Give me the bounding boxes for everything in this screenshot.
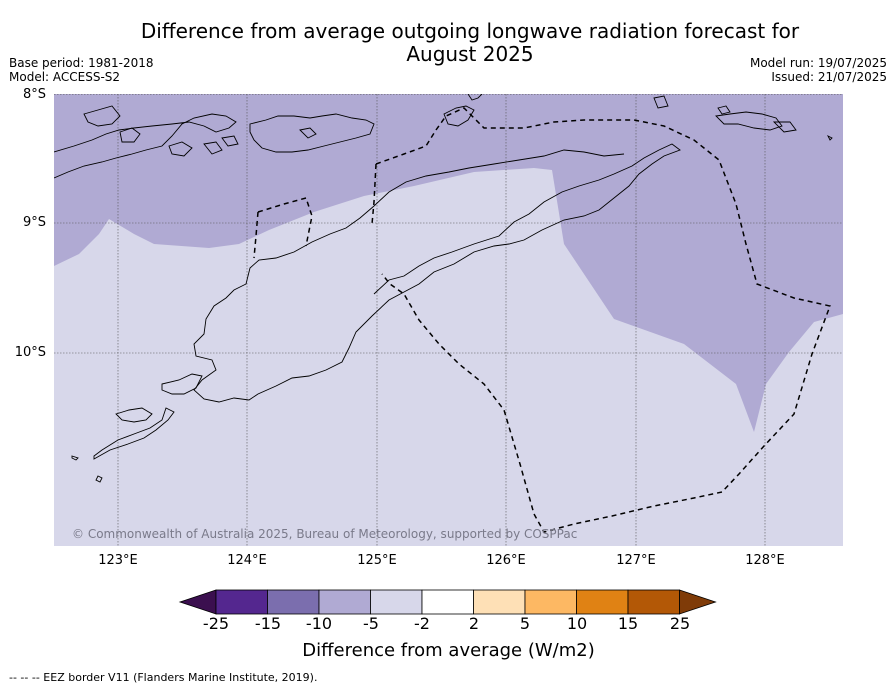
colorbar-segment xyxy=(627,589,680,615)
cb-tick-1: -15 xyxy=(254,614,282,633)
model-name: Model: ACCESS-S2 xyxy=(9,70,121,84)
cb-tick-0: -25 xyxy=(202,614,230,633)
lon-label-126e: 126°E xyxy=(486,553,526,568)
issued-date: Issued: 21/07/2025 xyxy=(771,70,887,84)
colorbar-extend-low xyxy=(178,589,217,615)
colorbar-segment xyxy=(318,589,371,615)
colorbar-segment xyxy=(421,589,474,615)
cb-tick-9: 25 xyxy=(669,614,691,633)
colorbar-segment xyxy=(576,589,629,615)
cb-tick-5: 2 xyxy=(468,614,480,633)
colorbar-label: Difference from average (W/m2) xyxy=(302,640,595,661)
lon-label-125e: 125°E xyxy=(357,553,397,568)
colorbar-segment xyxy=(473,589,526,615)
colorbar-segment xyxy=(215,589,268,615)
copyright-text: © Commonwealth of Australia 2025, Bureau… xyxy=(72,527,578,541)
cb-tick-4: -2 xyxy=(414,614,430,633)
colorbar-segment xyxy=(524,589,577,615)
map-title: Difference from average outgoing longwav… xyxy=(100,20,840,66)
coastlines xyxy=(54,94,833,483)
colorbar-segment xyxy=(370,589,423,615)
meta-right: Model run: 19/07/2025 Issued: 21/07/2025 xyxy=(750,56,887,84)
map-canvas xyxy=(54,94,843,546)
base-period: Base period: 1981-2018 xyxy=(9,56,154,70)
colorbar xyxy=(178,589,717,615)
cb-tick-8: 15 xyxy=(617,614,639,633)
region-dark xyxy=(54,94,843,432)
cb-tick-3: -5 xyxy=(363,614,379,633)
cb-tick-7: 10 xyxy=(566,614,588,633)
lat-label-10s: 10°S xyxy=(14,345,46,360)
cb-tick-6: 5 xyxy=(519,614,531,633)
lon-label-124e: 124°E xyxy=(227,553,267,568)
lon-label-127e: 127°E xyxy=(616,553,656,568)
lon-label-123e: 123°E xyxy=(98,553,138,568)
title-line-2: August 2025 xyxy=(406,42,534,66)
eez-note: -- -- -- EEZ border V11 (Flanders Marine… xyxy=(9,671,318,684)
title-line-1: Difference from average outgoing longwav… xyxy=(140,19,800,43)
lon-label-128e: 128°E xyxy=(745,553,785,568)
cb-tick-2: -10 xyxy=(305,614,333,633)
eez-border xyxy=(253,107,832,533)
meta-left: Base period: 1981-2018 Model: ACCESS-S2 xyxy=(9,56,154,84)
lat-label-8s: 8°S xyxy=(22,87,46,102)
colorbar-segment xyxy=(267,589,320,615)
lat-label-9s: 9°S xyxy=(22,215,46,230)
model-run: Model run: 19/07/2025 xyxy=(749,56,887,70)
colorbar-extend-high xyxy=(679,589,717,615)
